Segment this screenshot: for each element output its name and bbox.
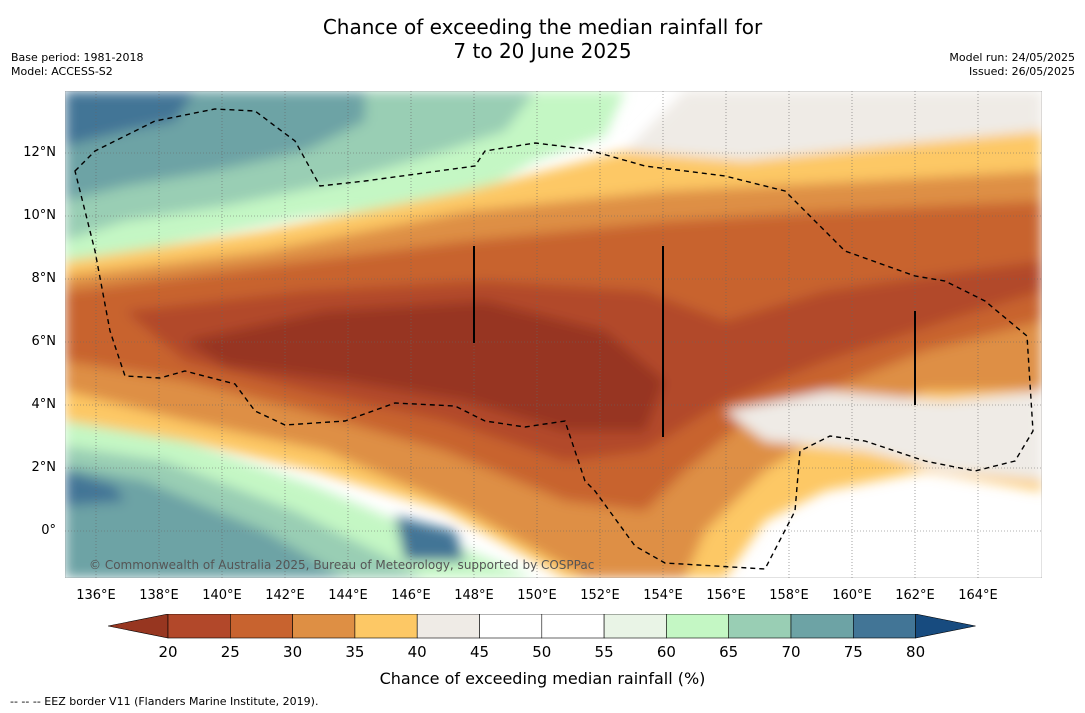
- meta-right: Model run: 24/05/2025 Issued: 26/05/2025: [949, 51, 1075, 79]
- longitude-tick: 164°E: [958, 588, 998, 603]
- model-label: Model: ACCESS-S2: [11, 65, 113, 78]
- colorbar-tick: 70: [781, 643, 801, 661]
- east-neutral-strip: [725, 391, 1042, 481]
- latitude-tick: 2°N: [31, 460, 57, 475]
- colorbar-tick: 20: [158, 643, 178, 661]
- colorbar-cell: [666, 614, 730, 639]
- colorbar-min-arrow: [108, 614, 169, 639]
- issued-label: Issued: 26/05/2025: [968, 65, 1075, 78]
- latitude-tick: 6°N: [31, 334, 57, 349]
- colorbar-tick: 35: [345, 643, 365, 661]
- latitude-tick: 4°N: [31, 397, 57, 412]
- colorbar-tick: 80: [906, 643, 926, 661]
- colorbar-tick: 75: [843, 643, 863, 661]
- longitude-tick: 144°E: [328, 588, 368, 603]
- boundary-lines: [473, 246, 916, 437]
- longitude-tick: 138°E: [139, 588, 179, 603]
- copyright-notice: © Commonwealth of Australia 2025, Bureau…: [89, 558, 595, 572]
- colorbar-tick: 25: [220, 643, 240, 661]
- longitude-tick: 152°E: [580, 588, 620, 603]
- dry-band-core: [185, 301, 665, 431]
- colorbar-tick: 45: [469, 643, 490, 661]
- colorbar-cell: [541, 614, 605, 639]
- longitude-tick: 136°E: [76, 588, 116, 603]
- eez-border-note: -- -- -- EEZ border V11 (Flanders Marine…: [10, 695, 319, 708]
- eez-border-west: [74, 108, 1034, 570]
- longitude-tick: 154°E: [643, 588, 683, 603]
- longitude-tick: 142°E: [265, 588, 305, 603]
- longitude-tick: 150°E: [517, 588, 557, 603]
- map-title-line2: 7 to 20 June 2025: [453, 39, 632, 63]
- colorbar-tick: 40: [407, 643, 427, 661]
- colorbar-tick: 50: [532, 643, 552, 661]
- longitude-tick: 162°E: [895, 588, 935, 603]
- colorbar-cell: [230, 614, 293, 639]
- colorbar-tick: 60: [656, 643, 676, 661]
- colorbar-cell: [728, 614, 792, 639]
- colorbar-tick: 30: [283, 643, 303, 661]
- colorbar-cell: [354, 614, 418, 639]
- colorbar-tick: 55: [594, 643, 614, 661]
- meta-left: Base period: 1981-2018 Model: ACCESS-S2: [11, 51, 143, 79]
- longitude-tick: 146°E: [391, 588, 431, 603]
- south-wet-zone-inner: [65, 466, 345, 578]
- longitude-tick: 160°E: [832, 588, 872, 603]
- graticule: [65, 91, 1042, 578]
- colorbar-tick: 65: [719, 643, 739, 661]
- colorbar-cell: [852, 614, 916, 639]
- rainfall-map: [65, 91, 1042, 578]
- longitude-tick: 158°E: [769, 588, 809, 603]
- longitude-tick: 140°E: [202, 588, 242, 603]
- north-wet-zone-core: [65, 91, 195, 146]
- south-wet-zone-core: [65, 471, 465, 561]
- model-run-label: Model run: 24/05/2025: [949, 51, 1075, 64]
- longitude-tick: 156°E: [706, 588, 746, 603]
- latitude-tick: 8°N: [31, 271, 57, 286]
- colorbar: [108, 614, 976, 639]
- northeast-neutral-band: [625, 91, 1042, 161]
- colorbar-cell: [790, 614, 854, 639]
- eez-borders: [74, 108, 1034, 570]
- colorbar-max-arrow: [915, 614, 976, 639]
- colorbar-cell: [292, 614, 356, 639]
- latitude-tick: 12°N: [23, 145, 56, 160]
- map-title-line1: Chance of exceeding the median rainfall …: [322, 15, 763, 39]
- colorbar-cell: [479, 614, 543, 639]
- colorbar-label: Chance of exceeding median rainfall (%): [379, 669, 706, 688]
- latitude-tick: 0°: [41, 523, 56, 538]
- latitude-tick: 10°N: [23, 208, 56, 223]
- colorbar-cell: [167, 614, 231, 639]
- longitude-tick: 148°E: [454, 588, 494, 603]
- colorbar-cell: [603, 614, 667, 639]
- base-period-label: Base period: 1981-2018: [11, 51, 144, 64]
- rainfall-field: [65, 91, 1042, 578]
- colorbar-cell: [416, 614, 480, 639]
